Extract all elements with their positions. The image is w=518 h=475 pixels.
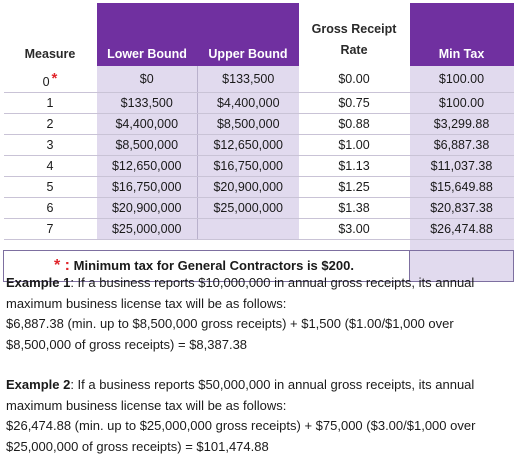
table-spacer-row	[3, 239, 514, 251]
example-2-line1: Example 2: If a business reports $50,000…	[6, 375, 514, 396]
cell-rate: $0.00	[298, 66, 410, 93]
cell-rate: $3.00	[298, 218, 410, 240]
footnote-text: Minimum tax for General Contractors is $…	[73, 258, 354, 273]
cell-rate: $1.25	[298, 176, 410, 198]
cell-upper: $16,750,000	[197, 155, 299, 177]
header-measure: Measure	[3, 3, 97, 66]
example-2-text: : If a business reports $50,000,000 in a…	[70, 377, 475, 392]
cell-measure: 0 *	[3, 66, 97, 93]
cell-rate: $0.75	[298, 92, 410, 114]
cell-min-tax: $26,474.88	[409, 218, 514, 240]
table-row: 7 $25,000,000 $3.00 $26,474.88	[3, 218, 514, 240]
cell-measure: 1	[3, 92, 97, 114]
example-1-text: : If a business reports $10,000,000 in a…	[70, 275, 475, 290]
example-2-line2: maximum business license tax will be as …	[6, 397, 287, 413]
cell-measure: 2	[3, 113, 97, 135]
example-1-line1: Example 1: If a business reports $10,000…	[6, 273, 514, 294]
cell-upper: $8,500,000	[197, 113, 299, 135]
cell-measure: 7	[3, 218, 97, 240]
table-header-row: Measure Lower Bound Upper Bound Gross Re…	[3, 3, 514, 66]
cell-lower: $20,900,000	[96, 197, 198, 219]
header-lower-bound: Lower Bound	[96, 3, 198, 66]
header-min-tax: Min Tax	[409, 3, 514, 66]
asterisk-marker: *	[51, 69, 58, 87]
example-1-label: Example 1	[6, 275, 71, 290]
cell-min-tax: $6,887.38	[409, 134, 514, 156]
cell-min-tax: $20,837.38	[409, 197, 514, 219]
example-2-line4: $25,000,000 of gross receipts) = $101,47…	[6, 438, 269, 454]
cell-lower: $8,500,000	[96, 134, 198, 156]
example-2-label: Example 2	[6, 377, 71, 392]
cell-lower: $16,750,000	[96, 176, 198, 198]
tax-rate-table: Measure Lower Bound Upper Bound Gross Re…	[3, 3, 514, 282]
examples-section: Example 1: If a business reports $10,000…	[6, 273, 514, 457]
cell-min-tax: $100.00	[409, 66, 514, 93]
footnote-row: * : Minimum tax for General Contractors …	[3, 250, 514, 282]
header-rate-line1: Gross Receipt	[311, 22, 397, 36]
footnote-empty-cell	[409, 250, 514, 282]
cell-min-tax: $11,037.38	[409, 155, 514, 177]
cell-rate: $1.38	[298, 197, 410, 219]
cell-min-tax: $3,299.88	[409, 113, 514, 135]
cell-lower: $12,650,000	[96, 155, 198, 177]
header-rate-line2: Rate	[340, 43, 368, 57]
cell-measure: 4	[3, 155, 97, 177]
table-row: 5 $16,750,000 $20,900,000 $1.25 $15,649.…	[3, 176, 514, 198]
cell-measure: 6	[3, 197, 97, 219]
cell-lower: $25,000,000	[96, 218, 198, 240]
header-gross-receipt-rate: Gross Receipt Rate	[298, 3, 410, 66]
cell-upper: $12,650,000	[197, 134, 299, 156]
cell-upper: $20,900,000	[197, 176, 299, 198]
example-1-line2: maximum business license tax will be as …	[6, 295, 287, 311]
example-1-line3: $6,887.38 (min. up to $8,500,000 gross r…	[6, 316, 454, 331]
footnote-marker: * :	[54, 257, 70, 274]
table-row: 4 $12,650,000 $16,750,000 $1.13 $11,037.…	[3, 155, 514, 177]
cell-rate: $1.13	[298, 155, 410, 177]
cell-lower: $0	[96, 66, 198, 93]
cell-rate: $0.88	[298, 113, 410, 135]
cell-measure: 3	[3, 134, 97, 156]
cell-upper: $133,500	[197, 66, 299, 93]
table-row: 6 $20,900,000 $25,000,000 $1.38 $20,837.…	[3, 197, 514, 219]
footnote: * : Minimum tax for General Contractors …	[3, 250, 410, 282]
cell-upper: $4,400,000	[197, 92, 299, 114]
table-row: 2 $4,400,000 $8,500,000 $0.88 $3,299.88	[3, 113, 514, 135]
cell-upper: $25,000,000	[197, 197, 299, 219]
cell-min-tax: $15,649.88	[409, 176, 514, 198]
table-row: 1 $133,500 $4,400,000 $0.75 $100.00	[3, 92, 514, 114]
cell-measure: 5	[3, 176, 97, 198]
cell-rate: $1.00	[298, 134, 410, 156]
table-row: 0 * $0 $133,500 $0.00 $100.00	[3, 66, 514, 93]
example-1-line4: $8,500,000 of gross receipts) = $8,387.3…	[6, 336, 248, 352]
example-2-line3: $26,474.88 (min. up to $25,000,000 gross…	[6, 418, 476, 433]
table-row: 3 $8,500,000 $12,650,000 $1.00 $6,887.38	[3, 134, 514, 156]
cell-min-tax: $100.00	[409, 92, 514, 114]
cell-lower: $4,400,000	[96, 113, 198, 135]
cell-upper	[197, 218, 299, 240]
header-upper-bound: Upper Bound	[197, 3, 299, 66]
measure-value: 0	[42, 74, 50, 89]
cell-lower: $133,500	[96, 92, 198, 114]
